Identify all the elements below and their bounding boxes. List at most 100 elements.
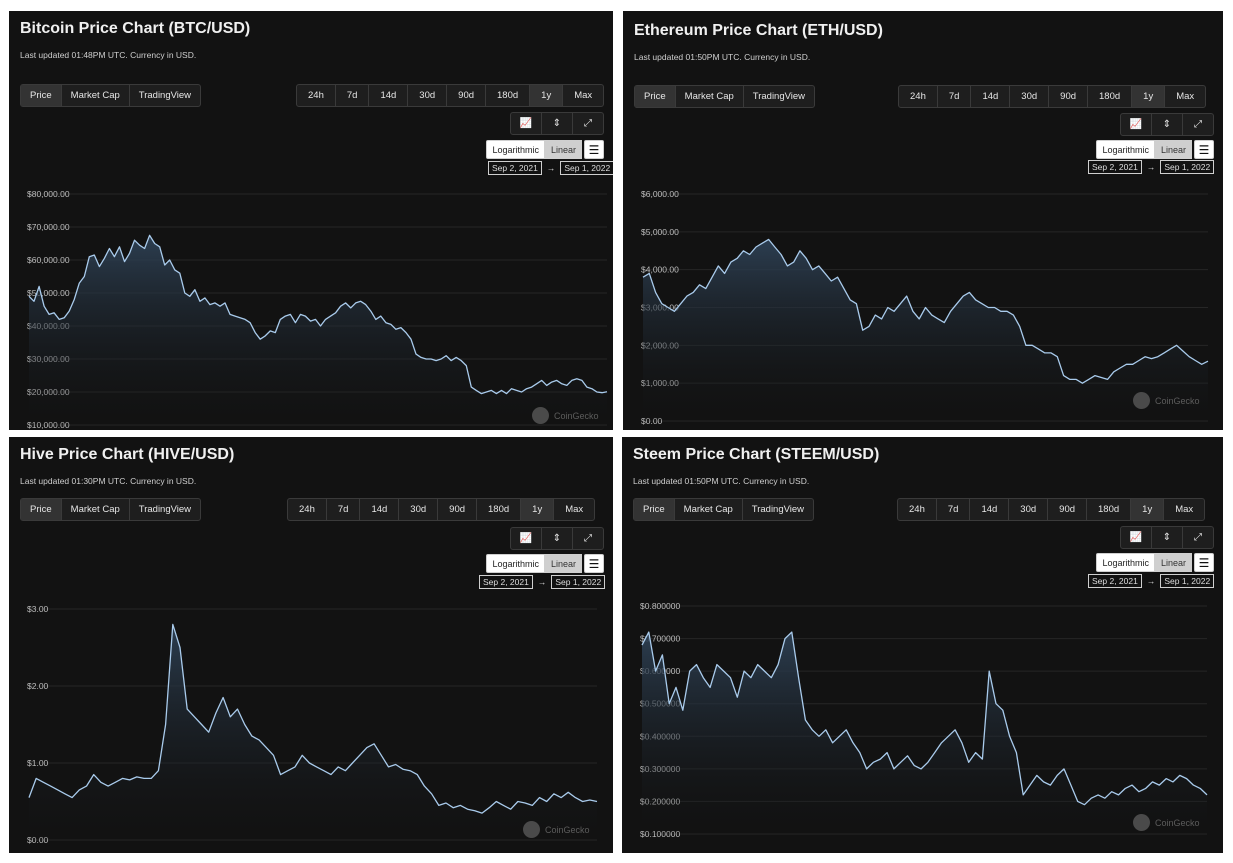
period-Max-button[interactable]: Max (565, 504, 584, 515)
coingecko-watermark: CoinGecko (532, 407, 599, 424)
fullscreen-icon[interactable]: ⤢ (584, 118, 592, 129)
period-1y-button[interactable]: 1y (521, 499, 555, 520)
y-tick-label: $4,000.00 (641, 265, 679, 275)
line-chart-icon[interactable]: 📈 (511, 113, 542, 134)
menu-icon[interactable]: ☰ (1194, 140, 1214, 159)
linear-button[interactable]: Linear (544, 554, 582, 573)
range-end-input[interactable]: Sep 1, 2022 (560, 161, 613, 175)
period-30d-button[interactable]: 30d (399, 499, 439, 520)
candlestick-icon[interactable]: ⇕ (1152, 114, 1183, 135)
menu-icon[interactable]: ☰ (584, 140, 604, 159)
price-area (643, 239, 1208, 421)
chart-panel-steem: Steem Price Chart (STEEM/USD) Last update… (622, 437, 1223, 853)
tab-market-cap[interactable]: Market Cap (62, 85, 130, 106)
arrow-icon: → (1146, 576, 1156, 586)
period-14d-button[interactable]: 14d (360, 499, 400, 520)
period-7d-button[interactable]: 7d (938, 86, 972, 107)
period-90d-button[interactable]: 90d (1049, 86, 1089, 107)
line-chart-icon[interactable]: 📈 (1121, 114, 1152, 135)
range-start-input[interactable]: Sep 2, 2021 (479, 575, 533, 589)
tab-price[interactable]: Price (21, 499, 62, 520)
tab-market-cap[interactable]: Market Cap (675, 499, 743, 520)
period-90d-button[interactable]: 90d (438, 499, 478, 520)
period-30d-button[interactable]: 30d (1009, 499, 1049, 520)
fullscreen-icon[interactable]: ⤢ (1194, 532, 1202, 543)
chart-type-buttons: 📈 ⇕ ⤢ (1120, 526, 1214, 549)
range-end-input[interactable]: Sep 1, 2022 (551, 575, 606, 589)
coingecko-logo-icon (523, 821, 540, 838)
period-selector: 24h 7d 14d 30d 90d 180d 1y Max (287, 498, 596, 521)
period-180d-button[interactable]: 180d (1088, 86, 1133, 107)
scale-selector: Logarithmic Linear ☰ (486, 140, 604, 159)
tab-tradingview[interactable]: TradingView (138, 90, 192, 101)
period-180d-button[interactable]: 180d (477, 499, 522, 520)
period-1y-button[interactable]: 1y (1131, 499, 1165, 520)
period-7d-button[interactable]: 7d (336, 85, 370, 106)
period-Max-button[interactable]: Max (1175, 504, 1194, 515)
period-1y-button[interactable]: 1y (1132, 86, 1166, 107)
range-end-input[interactable]: Sep 1, 2022 (1160, 574, 1215, 588)
fullscreen-icon[interactable]: ⤢ (584, 533, 592, 544)
period-24h-button[interactable]: 24h (297, 85, 336, 106)
range-start-input[interactable]: Sep 2, 2021 (1088, 160, 1142, 174)
tab-price[interactable]: Price (21, 85, 62, 106)
line-chart-icon[interactable]: 📈 (1121, 527, 1152, 548)
linear-button[interactable]: Linear (544, 140, 582, 159)
arrow-icon: → (537, 577, 547, 587)
linear-button[interactable]: Linear (1154, 553, 1192, 572)
logarithmic-button[interactable]: Logarithmic (1096, 140, 1155, 159)
period-180d-button[interactable]: 180d (486, 85, 531, 106)
logarithmic-button[interactable]: Logarithmic (1096, 553, 1155, 572)
period-180d-button[interactable]: 180d (1087, 499, 1132, 520)
period-24h-button[interactable]: 24h (288, 499, 327, 520)
period-7d-button[interactable]: 7d (327, 499, 361, 520)
scale-selector: Logarithmic Linear ☰ (486, 554, 604, 573)
range-start-input[interactable]: Sep 2, 2021 (1088, 574, 1142, 588)
arrow-icon: → (1146, 162, 1156, 172)
period-Max-button[interactable]: Max (574, 90, 593, 101)
y-tick-label: $3.00 (27, 604, 49, 614)
period-1y-button[interactable]: 1y (530, 85, 564, 106)
tab-tradingview[interactable]: TradingView (138, 504, 192, 515)
period-14d-button[interactable]: 14d (971, 86, 1011, 107)
period-14d-button[interactable]: 14d (970, 499, 1010, 520)
price-area (642, 632, 1207, 834)
tab-tradingview[interactable]: TradingView (751, 504, 805, 515)
period-14d-button[interactable]: 14d (369, 85, 409, 106)
date-range: Sep 2, 2021 → Sep 1, 2022 (479, 575, 606, 589)
tab-tradingview[interactable]: TradingView (752, 91, 806, 102)
fullscreen-icon[interactable]: ⤢ (1194, 119, 1202, 130)
tab-market-cap[interactable]: Market Cap (676, 86, 744, 107)
tab-price[interactable]: Price (634, 499, 675, 520)
data-type-tabs: Price Market Cap TradingView (634, 85, 816, 108)
candlestick-icon[interactable]: ⇕ (542, 113, 573, 134)
tab-price[interactable]: Price (635, 86, 676, 107)
period-30d-button[interactable]: 30d (1010, 86, 1050, 107)
period-90d-button[interactable]: 90d (1048, 499, 1088, 520)
period-Max-button[interactable]: Max (1176, 91, 1195, 102)
range-start-input[interactable]: Sep 2, 2021 (488, 161, 542, 175)
period-24h-button[interactable]: 24h (898, 499, 937, 520)
period-90d-button[interactable]: 90d (447, 85, 487, 106)
panel-title: Ethereum Price Chart (ETH/USD) (634, 22, 883, 39)
date-range: Sep 2, 2021 → Sep 1, 2022 (1088, 160, 1215, 174)
line-chart-icon[interactable]: 📈 (511, 528, 542, 549)
date-range: Sep 2, 2021 → Sep 1, 2022 (1088, 574, 1215, 588)
date-range: Sep 2, 2021 → Sep 1, 2022 (488, 161, 613, 175)
logarithmic-button[interactable]: Logarithmic (486, 554, 545, 573)
menu-icon[interactable]: ☰ (1194, 553, 1214, 572)
linear-button[interactable]: Linear (1154, 140, 1192, 159)
range-end-input[interactable]: Sep 1, 2022 (1160, 160, 1215, 174)
price-area (29, 624, 597, 840)
tab-market-cap[interactable]: Market Cap (62, 499, 130, 520)
menu-icon[interactable]: ☰ (584, 554, 604, 573)
period-30d-button[interactable]: 30d (408, 85, 448, 106)
last-updated-text: Last updated 01:50PM UTC. Currency in US… (634, 52, 811, 62)
logarithmic-button[interactable]: Logarithmic (486, 140, 545, 159)
candlestick-icon[interactable]: ⇕ (542, 528, 573, 549)
period-7d-button[interactable]: 7d (937, 499, 971, 520)
y-tick-label: $1.00 (27, 758, 49, 768)
candlestick-icon[interactable]: ⇕ (1152, 527, 1183, 548)
price-chart: $80,000.00 $70,000.00 $60,000.00 $50,000.00… (27, 189, 608, 430)
period-24h-button[interactable]: 24h (899, 86, 938, 107)
